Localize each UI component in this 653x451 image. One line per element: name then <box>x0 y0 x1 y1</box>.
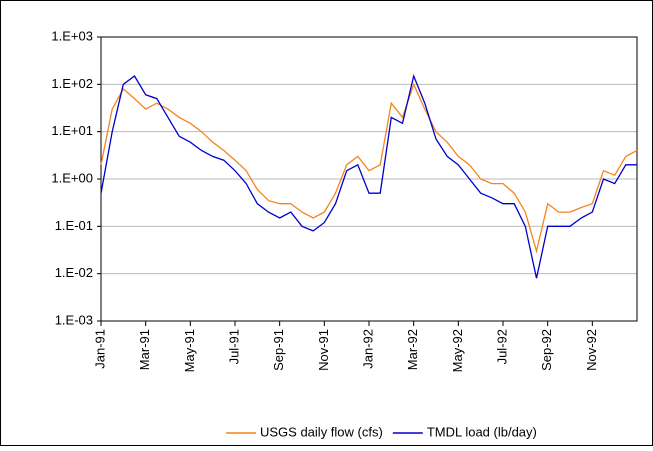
x-tick-label: Mar-92 <box>405 329 420 370</box>
x-tick-label: Jul-91 <box>226 329 241 364</box>
y-tick-label: 1.E+00 <box>51 170 93 185</box>
x-tick-label: Sep-92 <box>539 329 554 371</box>
y-tick-label: 1.E+03 <box>51 28 93 43</box>
x-tick-label: Sep-91 <box>271 329 286 371</box>
plot-frame <box>100 36 638 322</box>
x-tick-label: Nov-92 <box>584 329 599 371</box>
y-tick-label: 1.E-03 <box>55 312 93 327</box>
y-tick-label: 1.E+02 <box>51 76 93 91</box>
series-line <box>100 73 637 279</box>
y-tick-label: 1.E-01 <box>55 218 93 233</box>
x-tick-label: Jan-91 <box>92 329 107 369</box>
x-tick-label: May-92 <box>450 329 465 372</box>
y-tick-label: 1.E+01 <box>51 123 93 138</box>
x-tick-label: Jul-92 <box>494 329 509 364</box>
x-tick-label: Mar-91 <box>137 329 152 370</box>
x-tick-label: Jan-92 <box>360 329 375 369</box>
x-tick-label: Nov-91 <box>316 329 331 371</box>
legend-label: USGS daily flow (cfs) <box>260 424 383 439</box>
y-tick-label: 1.E-02 <box>55 265 93 280</box>
series-line <box>100 82 638 254</box>
x-tick-label: May-91 <box>182 329 197 372</box>
legend-label: TMDL load (lb/day) <box>427 424 537 439</box>
